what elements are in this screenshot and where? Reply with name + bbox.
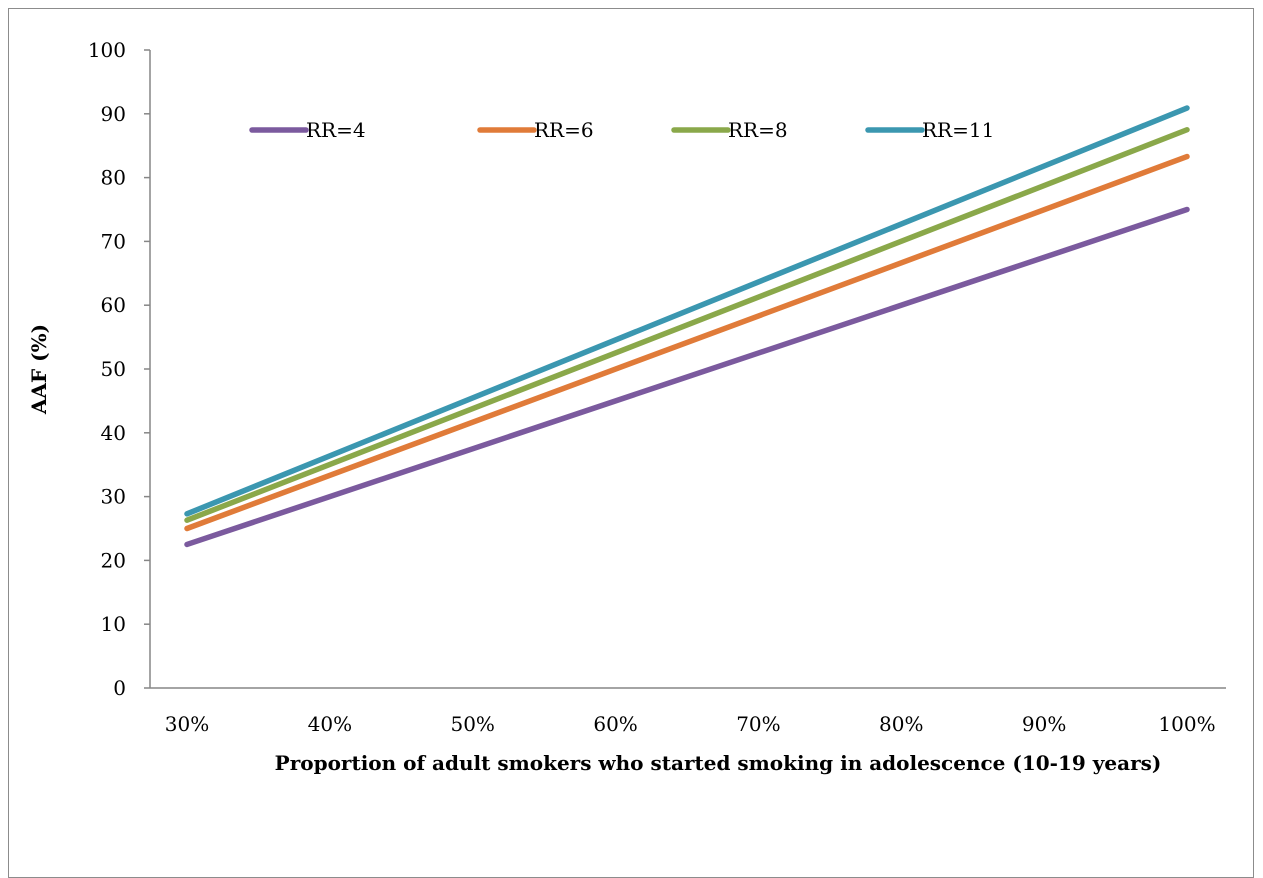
y-tick-label: 80 [101,166,126,190]
y-tick-label: 70 [101,229,126,253]
x-tick-label: 90% [1022,712,1066,736]
x-axis-title: Proportion of adult smokers who started … [275,751,1162,775]
series-line-rr-4 [184,206,1190,548]
x-tick-label: 100% [1158,712,1215,736]
y-ticks: 0 10 20 30 40 50 60 70 80 90 100 [88,38,150,700]
y-tick-label: 20 [101,548,126,572]
legend-label: RR=4 [306,118,366,142]
chart-frame [8,8,1254,878]
y-tick-label: 10 [101,612,126,636]
series-line-rr-6 [184,153,1190,532]
y-tick-label: 30 [101,485,126,509]
y-tick-label: 90 [101,102,126,126]
legend: RR=4 RR=6 RR=8 RR=11 [249,118,994,142]
series-line-rr-11 [184,105,1190,517]
y-tick-label: 60 [101,293,126,317]
legend-label: RR=8 [728,118,788,142]
x-tick-label: 30% [165,712,209,736]
axes [149,50,1226,689]
x-tick-label: 80% [879,712,923,736]
series-line-rr-8 [184,127,1190,523]
legend-label: RR=6 [534,118,594,142]
y-tick-label: 0 [113,676,126,700]
y-tick-label: 40 [101,421,126,445]
x-tick-label: 60% [593,712,637,736]
x-tick-label: 50% [450,712,494,736]
x-tick-label: 40% [308,712,352,736]
y-tick-label: 50 [101,357,126,381]
y-tick-label: 100 [88,38,126,62]
y-axis-title: AAF (%) [27,324,51,415]
series-lines [184,105,1190,548]
x-ticks: 30% 40% 50% 60% 70% 80% 90% 100% [165,712,1216,736]
legend-label: RR=11 [922,118,994,142]
x-tick-label: 70% [736,712,780,736]
